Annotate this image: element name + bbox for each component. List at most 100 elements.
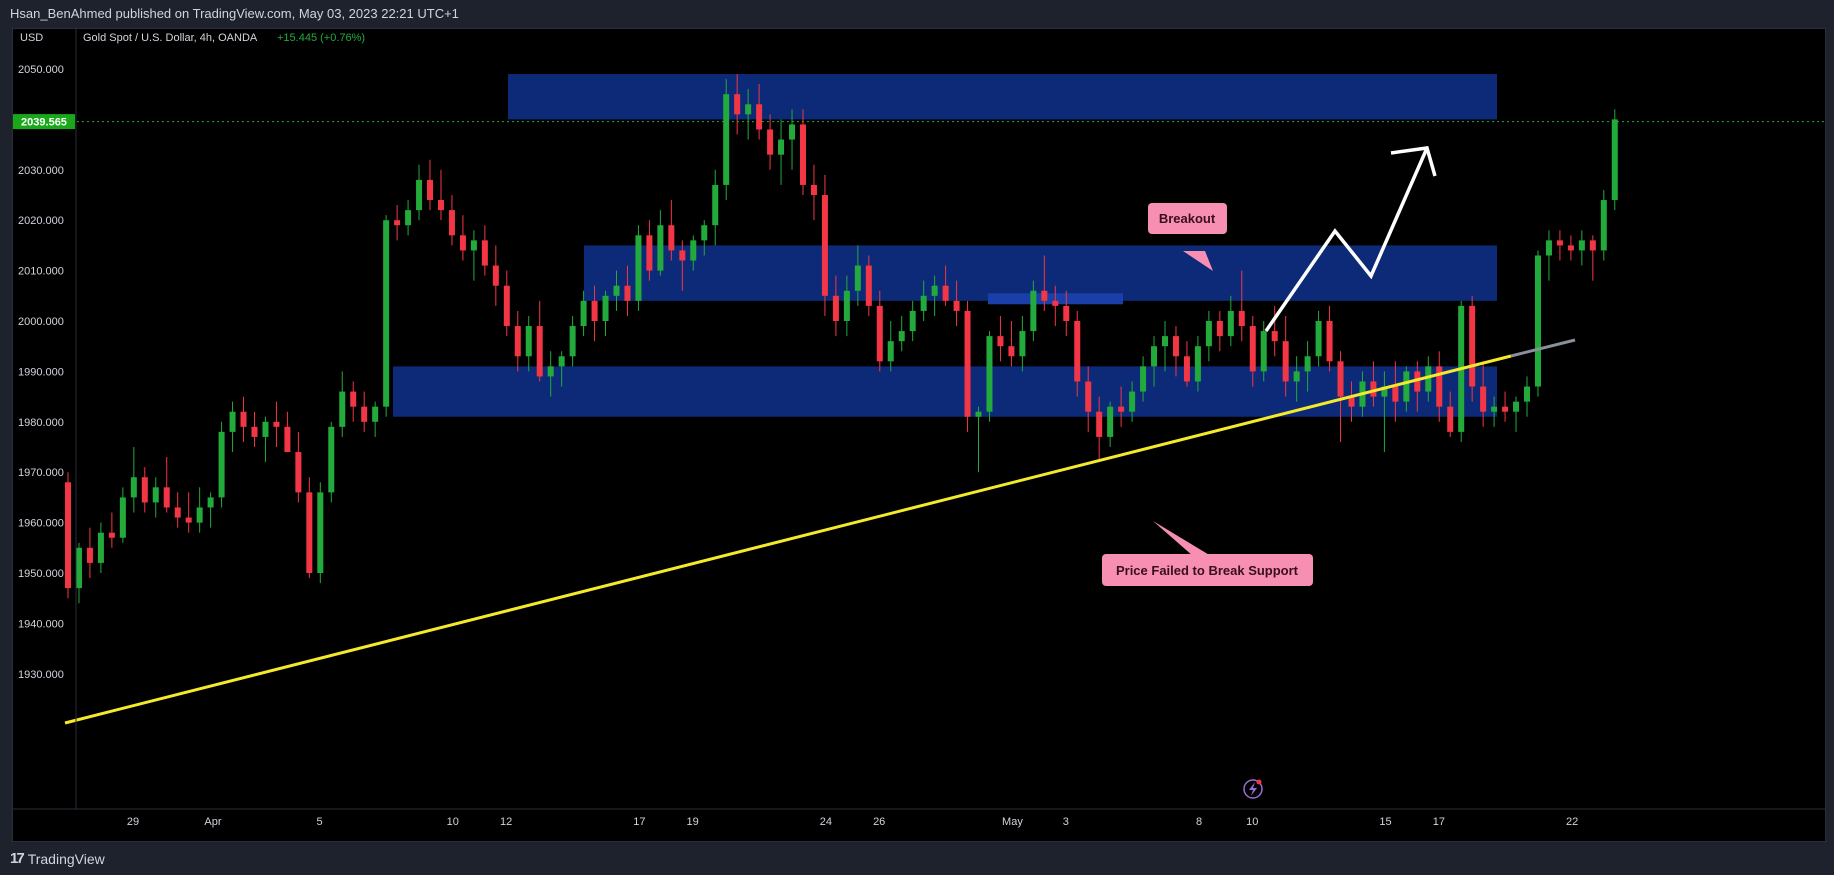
y-tick-label: 1960.000 [18, 518, 64, 530]
candle-body [1172, 336, 1179, 357]
candle-body [1381, 386, 1388, 397]
candle-body [1534, 255, 1541, 387]
candle-body [207, 497, 214, 508]
x-axis-ticks: 29 Apr 5 10 12 17 19 24 26 May 3 8 10 15 17 22 [127, 816, 1578, 828]
x-tick-label: 15 [1379, 816, 1391, 828]
projection-path [1264, 147, 1429, 332]
x-tick-label: May [1002, 816, 1023, 828]
candle-body [712, 184, 719, 226]
candle-body [394, 220, 401, 226]
candle-body [262, 421, 269, 437]
candle-body [141, 477, 148, 503]
candle-body [745, 104, 752, 115]
candle-body [909, 310, 916, 332]
candle-body [350, 391, 357, 407]
candle-body [646, 235, 653, 271]
candle-body [887, 341, 894, 362]
breakout-label-box [1148, 203, 1227, 234]
candle-body [328, 426, 335, 493]
last-price-badge: 2039.565 [13, 114, 75, 130]
footer-bar: 17 TradingView [0, 842, 1834, 875]
candle-body [525, 326, 532, 357]
candle-body [865, 265, 872, 306]
candle-body [1337, 361, 1344, 397]
candle-body [1447, 406, 1454, 432]
candle-body [459, 235, 466, 251]
candle-body [492, 265, 499, 286]
candle-body [1096, 411, 1103, 437]
candle-body [1414, 371, 1421, 392]
zones-layer [393, 74, 1497, 417]
candle-body [1392, 386, 1399, 402]
candle-body [1600, 200, 1607, 251]
candle-body [1238, 310, 1245, 327]
support-label: Price Failed to Break Support [1116, 563, 1299, 578]
symbol-line: Gold Spot / U.S. Dollar, 4h, OANDA [83, 32, 258, 44]
x-tick-label: 12 [500, 816, 512, 828]
zone-2 [393, 366, 1497, 417]
x-tick-label: 24 [820, 816, 832, 828]
candle-body [284, 426, 291, 453]
candle-body [1008, 346, 1015, 357]
candle-body [97, 532, 104, 563]
candle-body [1194, 346, 1201, 382]
trendline-extension [1510, 338, 1576, 358]
price-chart[interactable]: Breakout Price Failed to Break Support U… [13, 29, 1825, 841]
y-tick-label: 2030.000 [18, 165, 64, 177]
currency-label: USD [20, 32, 43, 44]
candle-body [898, 331, 905, 342]
candle-body [964, 310, 971, 417]
candle-body [1403, 371, 1410, 402]
candle-body [1118, 406, 1125, 412]
candle-body [218, 431, 225, 498]
candle-body [1469, 305, 1476, 387]
chart-area[interactable]: Breakout Price Failed to Break Support U… [12, 28, 1826, 842]
candle-body [185, 517, 192, 523]
y-tick-label: 2000.000 [18, 316, 64, 328]
candle-body [448, 210, 455, 236]
candle-body [580, 300, 587, 327]
candle-body [920, 295, 927, 311]
candle-body [1162, 336, 1168, 347]
candle-body [339, 391, 346, 427]
candle-body [701, 225, 708, 241]
candle-body [1436, 366, 1443, 407]
y-tick-label: 2050.000 [18, 64, 64, 76]
candle-body [1282, 341, 1289, 382]
candle-body [635, 235, 642, 301]
x-tick-label: Apr [204, 816, 221, 828]
tradingview-brand[interactable]: 17 TradingView [10, 850, 105, 867]
candle-body [416, 179, 423, 211]
candle-body [668, 225, 675, 251]
x-tick-label: 29 [127, 816, 139, 828]
candle-body [108, 532, 115, 538]
support-pointer [1153, 521, 1211, 556]
candle-body [789, 124, 796, 140]
candle-body [1578, 240, 1585, 251]
candle-body [602, 295, 609, 321]
candle-body [1140, 366, 1147, 392]
candle-body [767, 129, 774, 155]
candle-body [503, 285, 510, 327]
brand-name: TradingView [27, 850, 105, 867]
candle-body [1502, 406, 1509, 412]
candle-body [942, 285, 949, 301]
candle-body [1249, 326, 1256, 372]
candle-body [756, 104, 763, 130]
candle-body [306, 492, 313, 573]
breakout-label: Breakout [1159, 211, 1216, 226]
candle-body [1183, 356, 1190, 382]
candle-body [1491, 406, 1498, 412]
candle-body [657, 225, 664, 271]
candle-body [1556, 240, 1563, 246]
candle-body [405, 210, 412, 226]
candle-body [613, 285, 620, 296]
candle-body [1348, 396, 1355, 407]
lightning-icon[interactable] [1243, 779, 1263, 799]
last-price-value: 2039.565 [21, 117, 67, 129]
candle-body [1085, 381, 1092, 412]
candle-body [174, 507, 181, 518]
x-tick-label: 10 [447, 816, 459, 828]
y-axis-ticks: 2050.0002040.0002030.0002020.0002010.000… [18, 64, 64, 681]
candle-body [997, 336, 1004, 347]
